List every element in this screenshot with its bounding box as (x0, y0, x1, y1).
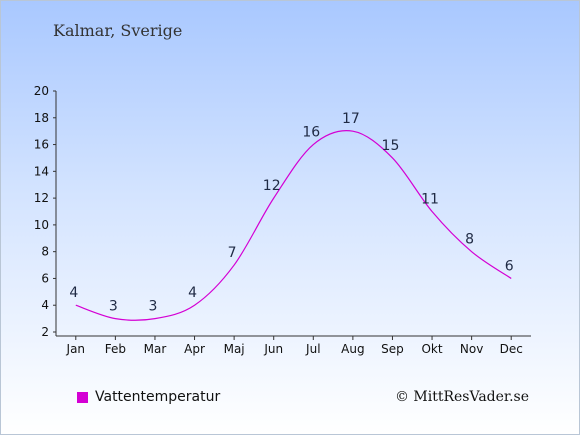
x-tick-label: Maj (224, 342, 245, 356)
y-tick-label: 16 (34, 138, 49, 152)
y-tick-label: 8 (41, 245, 49, 259)
axes (55, 91, 531, 337)
data-label: 11 (421, 192, 439, 208)
y-tick-label: 6 (41, 271, 49, 285)
data-label: 3 (109, 299, 118, 315)
copyright-credit: © MittResVader.se (394, 389, 529, 405)
data-label: 6 (505, 258, 514, 274)
chart-title: Kalmar, Sverige (53, 21, 183, 40)
x-axis-ticks: Jan Feb Mar Apr Maj Jun Jul Aug Sep Okt Nov Dec (66, 336, 523, 356)
data-label: 7 (228, 245, 237, 261)
y-tick-label: 20 (34, 84, 49, 98)
x-tick-label: Jun (263, 342, 283, 356)
x-tick-label: Jan (66, 342, 86, 356)
legend-swatch (77, 391, 88, 403)
y-tick-label: 4 (41, 298, 49, 312)
series-line (75, 130, 512, 321)
y-tick-label: 12 (34, 191, 49, 205)
data-label: 15 (382, 138, 400, 154)
data-label: 4 (69, 285, 78, 301)
x-tick-label: Feb (105, 342, 126, 356)
x-tick-label: Aug (341, 342, 364, 356)
x-tick-label: Okt (421, 342, 442, 356)
x-tick-label: Nov (460, 342, 483, 356)
y-tick-label: 14 (34, 164, 49, 178)
data-label: 8 (465, 232, 474, 248)
x-tick-label: Apr (184, 342, 205, 356)
legend-label: Vattentemperatur (95, 389, 221, 405)
series-group (75, 130, 512, 321)
legend: Vattentemperatur (77, 389, 220, 405)
x-tick-label: Sep (381, 342, 404, 356)
y-axis-ticks: 2 4 6 8 10 12 14 16 18 20 (34, 84, 56, 339)
data-label: 4 (188, 285, 197, 301)
y-tick-label: 2 (41, 325, 49, 339)
data-labels: 4 3 3 4 7 12 16 17 15 11 8 6 (69, 111, 513, 314)
y-tick-label: 10 (34, 218, 49, 232)
x-tick-label: Dec (500, 342, 523, 356)
data-label: 3 (148, 299, 157, 315)
data-label: 16 (302, 125, 320, 141)
x-tick-label: Mar (144, 342, 167, 356)
x-tick-label: Jul (305, 342, 320, 356)
data-label: 17 (342, 111, 360, 127)
data-label: 12 (263, 178, 281, 194)
y-tick-label: 18 (34, 111, 49, 125)
